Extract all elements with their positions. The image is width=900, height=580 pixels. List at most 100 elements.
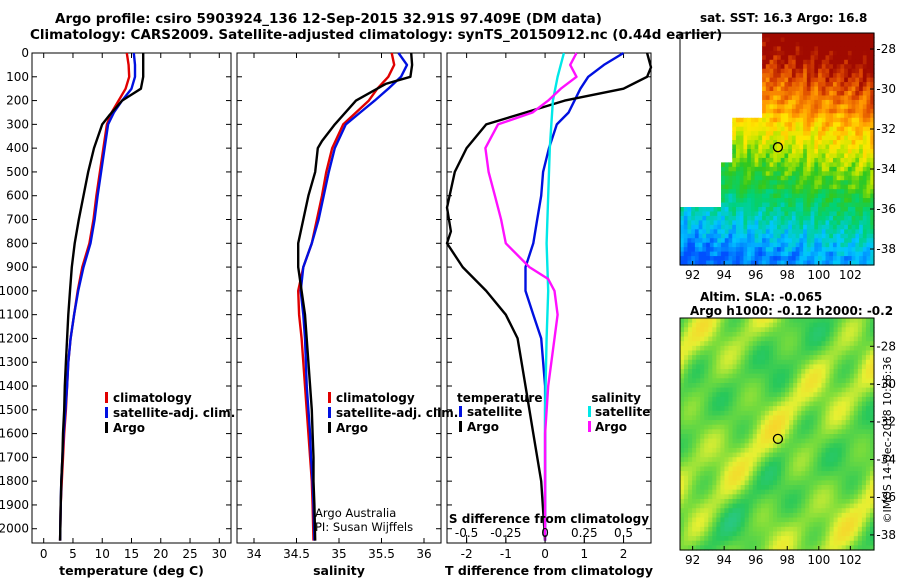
map-cell <box>680 215 685 221</box>
map-cell <box>803 77 808 83</box>
map-cell <box>801 396 806 403</box>
map-cell <box>821 355 827 361</box>
map-cell <box>735 238 741 244</box>
map-cell <box>773 153 778 159</box>
map-cell <box>756 378 762 384</box>
map-cell <box>716 517 722 523</box>
map-cell <box>712 461 717 468</box>
map-cell <box>829 108 834 114</box>
map-cell <box>743 149 748 155</box>
map-cell <box>688 475 693 481</box>
map-cell <box>765 180 771 186</box>
map-y-tick-label: -30 <box>876 377 896 391</box>
map-cell <box>869 410 875 417</box>
map-cell <box>694 207 700 213</box>
map-cell <box>829 140 834 146</box>
map-cell <box>817 475 823 481</box>
map-cell <box>777 382 782 389</box>
map-cell <box>744 536 750 542</box>
map-cell <box>756 322 762 328</box>
map-cell <box>777 189 782 195</box>
map-cell <box>772 406 778 412</box>
map-cell <box>793 508 798 514</box>
map-cell <box>740 466 746 472</box>
map-cell <box>805 345 810 352</box>
map-cell <box>825 104 830 110</box>
map-cell <box>700 517 705 523</box>
map-cell <box>866 33 871 39</box>
map-cell <box>855 220 860 226</box>
map-cell <box>684 522 689 528</box>
map-cell <box>773 46 778 52</box>
map-cell <box>696 392 701 398</box>
map-cell <box>683 207 689 213</box>
map-cell <box>788 104 793 110</box>
map-cell <box>817 545 823 551</box>
map-cell <box>849 438 855 444</box>
map-cell <box>813 466 819 472</box>
map-cell <box>829 99 834 105</box>
argo-position-marker <box>772 142 784 153</box>
map-cell <box>865 369 871 375</box>
map-cell <box>748 526 754 533</box>
map-cell <box>851 247 856 253</box>
map-cell <box>788 233 793 239</box>
map-cell <box>841 406 847 412</box>
map-cell <box>859 50 864 56</box>
map-cell <box>743 220 748 226</box>
map-y-tick-label: -36 <box>876 490 896 504</box>
map-cell <box>765 189 771 195</box>
map-cell <box>825 260 830 266</box>
map-cell <box>752 322 758 328</box>
map-cell <box>821 131 827 137</box>
map-cell <box>732 369 738 375</box>
map-cell <box>785 341 790 347</box>
map-cell <box>832 224 838 230</box>
map-cell <box>847 37 853 43</box>
map-cell <box>810 224 815 230</box>
map-cell <box>754 224 759 230</box>
map-cell <box>684 443 689 449</box>
map-cell <box>837 327 843 333</box>
map-cell <box>847 113 853 119</box>
map-cell <box>844 131 849 137</box>
map-cell <box>825 220 830 226</box>
map-cell <box>724 359 730 365</box>
map-cell <box>818 41 823 47</box>
map-cell <box>821 207 827 213</box>
map-cell <box>781 359 786 365</box>
map-cell <box>752 336 758 342</box>
map-cell <box>818 166 823 172</box>
map-cell <box>732 424 738 430</box>
map-cell <box>720 475 726 481</box>
map-cell <box>801 494 806 500</box>
map-cell <box>691 256 696 262</box>
map-cell <box>724 247 730 253</box>
map-cell <box>849 434 855 440</box>
map-cell <box>756 434 762 440</box>
map-cell <box>700 401 705 407</box>
map-cell <box>810 122 815 128</box>
map-cell <box>700 461 705 468</box>
map-cell <box>756 522 762 528</box>
map-cell <box>836 166 842 172</box>
map-cell <box>781 415 786 421</box>
map-cell <box>810 153 815 159</box>
map-cell <box>825 149 830 155</box>
map-cell <box>762 113 767 119</box>
map-cell <box>809 369 814 375</box>
map-cell <box>724 202 730 208</box>
map-cell <box>844 41 849 47</box>
map-cell <box>805 480 810 486</box>
map-cell <box>708 382 713 389</box>
map-cell <box>744 461 750 468</box>
map-cell <box>825 229 830 235</box>
map-cell <box>844 99 849 105</box>
map-cell <box>829 498 835 505</box>
map-cell <box>721 211 726 217</box>
map-cell <box>801 341 806 347</box>
map-cell <box>859 189 864 195</box>
map-cell <box>810 46 815 52</box>
map-cell <box>825 68 830 74</box>
map-cell <box>821 420 827 426</box>
